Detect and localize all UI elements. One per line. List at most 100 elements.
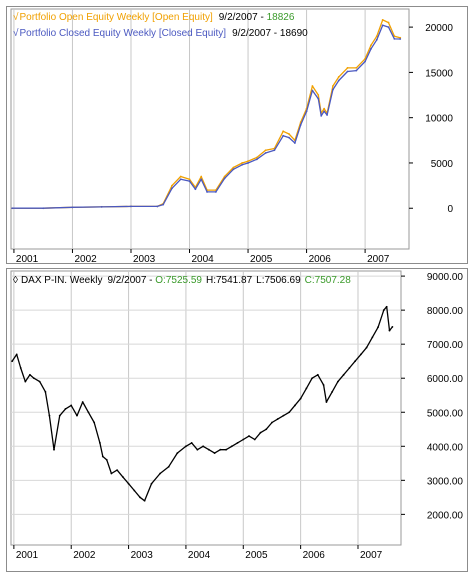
data-point bbox=[15, 353, 18, 356]
legend-date: 9/2/2007 bbox=[219, 12, 258, 23]
data-point bbox=[293, 142, 296, 144]
legend-date: 9/2/2007 bbox=[107, 275, 146, 286]
data-point bbox=[127, 482, 130, 485]
data-point bbox=[196, 448, 199, 451]
data-point bbox=[393, 37, 396, 40]
plot-area bbox=[10, 8, 410, 250]
data-point bbox=[382, 309, 385, 312]
data-point bbox=[322, 384, 325, 386]
data-point bbox=[171, 184, 173, 187]
data-point bbox=[200, 178, 203, 181]
data-point bbox=[167, 465, 170, 468]
equity-pane: 2001 2002 2003 2004 2005 2006 2007 0 5000 10000 15… bbox=[6, 6, 468, 264]
data-point bbox=[355, 66, 358, 69]
legend-separator: - bbox=[258, 12, 267, 23]
data-point bbox=[232, 166, 235, 169]
data-point bbox=[179, 178, 182, 181]
x-tick-label: 2004 bbox=[188, 550, 211, 561]
data-point bbox=[247, 160, 249, 163]
legend-separator: - bbox=[146, 275, 155, 286]
data-point bbox=[264, 152, 267, 154]
y-tick-label: 8000.00 bbox=[427, 306, 464, 317]
data-point bbox=[242, 438, 245, 441]
data-point bbox=[33, 377, 35, 380]
x-tick-label: 2004 bbox=[192, 254, 215, 263]
data-point bbox=[359, 353, 362, 356]
y-tick-label: 4000.00 bbox=[427, 442, 464, 453]
x-tick-label: 2003 bbox=[131, 550, 154, 561]
data-point bbox=[121, 476, 124, 478]
y-tick-label: 20000 bbox=[425, 23, 453, 34]
data-point bbox=[305, 387, 308, 390]
data-point bbox=[200, 175, 203, 178]
y-tick-label: 9000.00 bbox=[427, 272, 464, 283]
data-point bbox=[93, 421, 96, 424]
data-point bbox=[323, 107, 326, 110]
data-point bbox=[381, 18, 384, 21]
legend-series-name: Portfolio Closed Equity Weekly [Closed E… bbox=[20, 28, 227, 39]
data-point bbox=[273, 149, 276, 152]
data-point bbox=[375, 38, 378, 41]
data-point bbox=[282, 130, 285, 133]
data-point bbox=[317, 94, 320, 96]
data-point bbox=[48, 414, 51, 417]
data-point bbox=[299, 124, 302, 126]
y-tick-label: 3000.00 bbox=[427, 476, 464, 487]
data-point bbox=[311, 85, 314, 87]
legend-marker-icon: ◊ bbox=[13, 275, 18, 286]
data-point bbox=[101, 455, 104, 458]
data-point bbox=[116, 469, 119, 472]
data-point bbox=[156, 205, 159, 208]
data-point bbox=[293, 404, 296, 407]
legend-separator: - bbox=[271, 28, 280, 39]
y-tick-label: 5000 bbox=[431, 159, 454, 170]
data-point bbox=[133, 489, 136, 492]
data-point bbox=[185, 445, 187, 448]
data-point bbox=[387, 21, 390, 24]
x-tick-label: 2006 bbox=[309, 254, 332, 263]
data-point bbox=[42, 207, 45, 210]
data-point bbox=[230, 445, 233, 448]
data-point bbox=[241, 163, 244, 166]
data-point bbox=[365, 346, 368, 349]
data-point bbox=[354, 360, 357, 363]
data-point bbox=[179, 175, 182, 178]
dax-legend: ◊ DAX P-IN. Weekly 9/2/2007 - O:7525.59 H:7… bbox=[13, 275, 351, 286]
data-point bbox=[81, 401, 84, 403]
data-point bbox=[241, 162, 244, 164]
data-point bbox=[202, 445, 205, 448]
series-line-2 bbox=[12, 24, 401, 209]
data-point bbox=[159, 472, 162, 475]
data-point bbox=[325, 401, 328, 403]
data-point bbox=[337, 380, 339, 383]
data-point bbox=[24, 380, 27, 383]
y-tick-label: 7000.00 bbox=[427, 340, 464, 351]
data-point bbox=[264, 149, 267, 152]
data-point bbox=[206, 191, 208, 193]
legend-high: H:7541.87 bbox=[206, 275, 253, 286]
data-point bbox=[207, 448, 210, 451]
data-point bbox=[70, 404, 73, 407]
series-line-1 bbox=[12, 19, 401, 209]
data-point bbox=[253, 438, 256, 441]
data-point bbox=[311, 89, 314, 92]
data-point bbox=[326, 114, 328, 116]
data-point bbox=[399, 38, 402, 40]
y-tick-label: 6000.00 bbox=[427, 374, 464, 385]
data-point bbox=[248, 435, 250, 437]
legend-value: 18826 bbox=[267, 12, 295, 23]
data-point bbox=[53, 448, 55, 451]
data-point bbox=[223, 177, 226, 180]
data-point bbox=[370, 47, 372, 50]
data-point bbox=[255, 158, 258, 161]
data-point bbox=[364, 60, 367, 63]
data-point bbox=[299, 397, 302, 400]
legend-close: C:7507.28 bbox=[305, 275, 352, 286]
data-point bbox=[105, 459, 108, 461]
data-point bbox=[162, 203, 165, 206]
data-point bbox=[288, 411, 291, 414]
data-point bbox=[194, 188, 197, 191]
data-point bbox=[225, 448, 227, 451]
data-point bbox=[385, 305, 388, 308]
data-point bbox=[188, 178, 191, 181]
